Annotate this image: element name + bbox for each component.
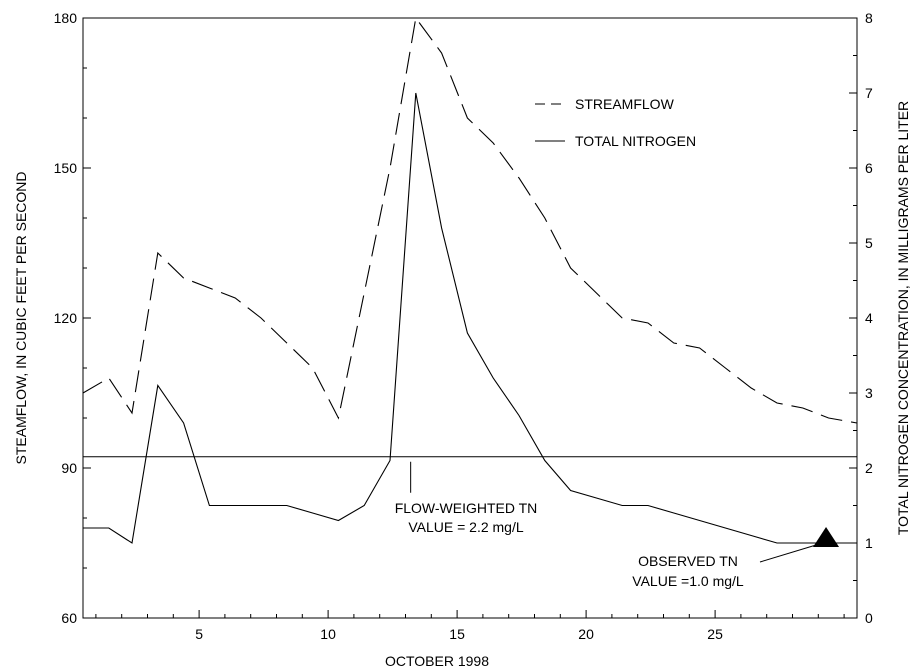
y-left-tick-label: 120 <box>54 310 78 326</box>
x-tick-label: 10 <box>320 626 336 642</box>
y-left-axis-title: STEAMFLOW, IN CUBIC FEET PER SECOND <box>13 171 29 464</box>
flow-weighted-label-line2: VALUE = 2.2 mg/L <box>408 519 524 535</box>
observed-pointer <box>759 544 817 563</box>
y-right-axis-title: TOTAL NITROGEN CONCENTRATION, IN MILLIGR… <box>895 101 911 535</box>
y-right-tick-label: 7 <box>865 85 873 101</box>
observed-label-line1: OBSERVED TN <box>638 553 738 569</box>
y-right-tick-label: 3 <box>865 385 873 401</box>
x-tick-label: 5 <box>195 626 203 642</box>
x-tick-label: 25 <box>707 626 723 642</box>
series-line-total-nitrogen <box>83 92 857 544</box>
y-right-tick-label: 4 <box>865 310 873 326</box>
y-right-tick-label: 5 <box>865 235 873 251</box>
series-line-streamflow <box>82 16 858 424</box>
y-left-tick-label: 180 <box>54 10 78 26</box>
ticks-group: 5 10 15 20 25 60 90 120 150 180 0 1 2 3 4 5 6 7 8 <box>54 10 873 642</box>
series-group <box>82 16 858 544</box>
x-axis-title: OCTOBER 1998 <box>385 653 489 669</box>
y-left-tick-label: 90 <box>61 460 77 476</box>
y-left-tick-label: 150 <box>54 160 78 176</box>
x-tick-label: 15 <box>449 626 465 642</box>
y-right-tick-label: 0 <box>865 610 873 626</box>
y-right-tick-label: 6 <box>865 160 873 176</box>
y-right-tick-label: 1 <box>865 535 873 551</box>
legend-streamflow-label: STREAMFLOW <box>575 96 675 112</box>
legend-total-nitrogen-label: TOTAL NITROGEN <box>575 133 696 149</box>
flow-weighted-label-line1: FLOW-WEIGHTED TN <box>395 500 538 516</box>
y-left-tick-label: 60 <box>61 610 77 626</box>
x-tick-label: 20 <box>578 626 594 642</box>
annotations-group <box>83 456 857 563</box>
observed-label-line2: VALUE =1.0 mg/L <box>632 573 744 589</box>
y-right-tick-label: 8 <box>865 10 873 26</box>
y-right-tick-label: 2 <box>865 460 873 476</box>
observed-tn-marker <box>813 527 840 547</box>
legend: STREAMFLOW TOTAL NITROGEN <box>535 96 696 149</box>
